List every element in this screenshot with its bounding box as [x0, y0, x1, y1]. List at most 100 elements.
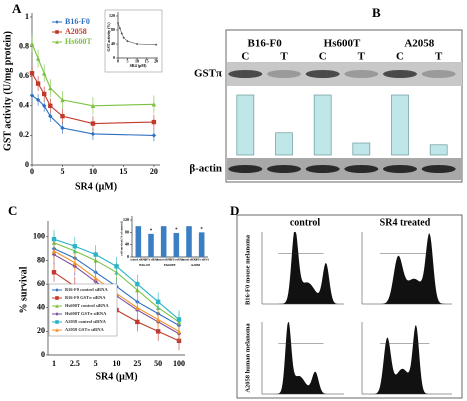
- blot-group-label: Hs600T: [324, 38, 361, 50]
- marker: [135, 42, 139, 46]
- y-tick-label: 0: [113, 55, 115, 60]
- histogram: [262, 322, 344, 394]
- y-tick-label: 0: [127, 254, 129, 259]
- marker: [51, 248, 57, 254]
- marker: [126, 40, 129, 43]
- group-label: B16-F0: [139, 263, 150, 267]
- x-tick-label: control siRNA: [181, 259, 197, 262]
- bar: [173, 232, 180, 257]
- band-label: GSTπ: [194, 68, 222, 80]
- marker: [135, 319, 140, 325]
- marker: [118, 27, 122, 30]
- x-tick-label: GSTπ siRNA: [194, 259, 209, 262]
- x-tick-label: GSTπ siRNA: [169, 259, 184, 262]
- x-tick-label: 0: [30, 167, 34, 176]
- x-tick-label: 100: [173, 359, 185, 368]
- marker: [55, 20, 59, 24]
- y-tick-label: 100: [33, 232, 45, 241]
- x-tick-label: 10: [135, 59, 139, 64]
- x-tick-label: 5: [60, 167, 64, 176]
- legend-frame: [48, 283, 118, 337]
- blot-group-label: B16-F0: [248, 38, 283, 50]
- marker: [116, 21, 120, 25]
- bar: [148, 233, 154, 257]
- marker: [51, 236, 57, 242]
- y-tick-label: 120: [109, 13, 115, 18]
- marker: [72, 244, 78, 249]
- protein-band: [344, 70, 379, 78]
- x-tick-label: 2.5: [70, 359, 80, 368]
- y-tick-label: 0.4: [19, 101, 29, 110]
- y-axis-label: % survival: [18, 266, 29, 313]
- marker: [114, 264, 119, 269]
- marker: [90, 121, 96, 126]
- y-tick-label: 0.8: [19, 41, 29, 50]
- protein-band: [228, 70, 263, 78]
- y-tick-label: 0.2: [19, 130, 29, 139]
- flow-frame: [236, 214, 463, 399]
- column-label: control: [290, 217, 321, 228]
- bar: [429, 144, 448, 156]
- marker: [155, 317, 161, 322]
- actin-band: [267, 165, 301, 173]
- marker: [29, 41, 35, 46]
- marker: [48, 103, 53, 108]
- x-tick-label: 15: [119, 167, 127, 176]
- lane-label: T: [435, 51, 443, 63]
- legend-label: Hs600T GSTπ siRNA: [65, 311, 107, 316]
- actin-band: [421, 165, 456, 173]
- marker: [151, 119, 157, 125]
- y-tick-label: 60: [37, 279, 45, 288]
- marker: [90, 103, 96, 108]
- legend-label: B16-F0 GSTπ siRNA: [65, 295, 106, 300]
- marker: [60, 113, 65, 119]
- marker: [55, 40, 59, 44]
- x-tick-label: control siRNA: [156, 259, 172, 262]
- marker: [55, 296, 59, 300]
- actin-band: [228, 165, 263, 173]
- marker: [51, 270, 57, 275]
- y-tick-label: 0: [41, 350, 45, 359]
- bar: [391, 94, 409, 156]
- row-label: A2058 human melanoma: [244, 323, 251, 393]
- marker: [122, 36, 125, 39]
- annotation: *: [150, 229, 153, 234]
- x-tick-label: 25: [133, 359, 141, 368]
- bar: [186, 226, 192, 257]
- annotation: *: [200, 227, 203, 232]
- marker: [93, 275, 98, 281]
- panel-label: B: [372, 5, 381, 20]
- y-tick-label: 40: [111, 41, 115, 46]
- legend-label: A2058 GSTπ siRNA: [65, 327, 104, 332]
- inset-frame: [104, 9, 163, 73]
- marker: [29, 93, 35, 98]
- annotation: *: [175, 228, 178, 233]
- blot-group-label: A2058: [404, 38, 434, 50]
- y-tick-label: 80: [37, 255, 45, 264]
- x-tick-label: 20: [154, 59, 158, 64]
- x-axis-label: SR4 (μM): [95, 371, 137, 382]
- protein-band: [267, 70, 301, 78]
- x-tick-label: 0: [117, 59, 119, 64]
- y-tick-label: 40: [125, 242, 129, 247]
- actin-band: [383, 165, 417, 173]
- histogram: [362, 233, 452, 304]
- y-tick-label: 20: [37, 326, 45, 335]
- x-tick-label: control siRNA: [130, 259, 146, 262]
- y-tick-label: 40: [37, 303, 45, 312]
- marker: [60, 125, 65, 131]
- lane-label: C: [241, 51, 249, 63]
- marker: [48, 113, 53, 119]
- y-tick-label: 1: [25, 12, 29, 21]
- marker: [72, 260, 78, 266]
- bar: [236, 94, 255, 156]
- x-tick-label: 20: [150, 167, 158, 176]
- marker: [120, 32, 124, 35]
- marker: [151, 102, 157, 107]
- panel-label: C: [8, 203, 17, 218]
- bar: [275, 132, 293, 156]
- marker: [41, 71, 47, 76]
- protein-band: [383, 70, 417, 78]
- blot-frame: [225, 29, 463, 183]
- actin-band: [305, 165, 340, 173]
